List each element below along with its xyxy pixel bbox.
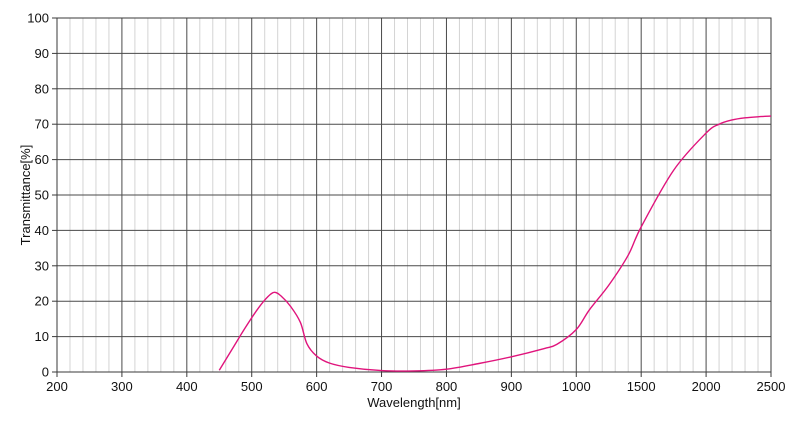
data-point <box>589 309 590 310</box>
x-axis-label: Wavelength[nm] <box>367 395 460 410</box>
data-point <box>744 117 745 118</box>
data-point <box>300 322 301 323</box>
y-axis-ticks: 0 10 20 30 40 50 60 70 80 90 100 <box>27 11 57 380</box>
y-tick-label: 90 <box>35 46 49 61</box>
x-axis-ticks: 200 300 400 500 600 700 800 900 1000 1500 2000 2500 <box>46 372 785 394</box>
major-grid <box>57 18 771 372</box>
x-tick-label: 400 <box>176 379 198 394</box>
x-tick-label: 800 <box>436 379 458 394</box>
data-point <box>446 369 447 370</box>
data-point <box>274 292 275 293</box>
x-tick-label: 600 <box>306 379 328 394</box>
data-point <box>628 255 629 256</box>
y-tick-label: 80 <box>35 81 49 96</box>
data-point <box>478 363 479 364</box>
data-point <box>770 115 771 116</box>
data-point <box>413 370 414 371</box>
data-point <box>280 295 281 296</box>
data-point <box>219 370 220 371</box>
data-point <box>705 132 706 133</box>
y-tick-label: 10 <box>35 329 49 344</box>
data-point <box>718 124 719 125</box>
x-tick-label: 700 <box>371 379 393 394</box>
y-tick-label: 60 <box>35 152 49 167</box>
x-tick-label: 500 <box>241 379 263 394</box>
x-tick-label: 1000 <box>562 379 591 394</box>
data-point <box>381 370 382 371</box>
data-point <box>232 348 233 349</box>
data-point <box>290 306 291 307</box>
data-point <box>673 170 674 171</box>
data-point <box>316 355 317 356</box>
series-line-0 <box>218 115 772 372</box>
data-point <box>329 363 330 364</box>
data-point <box>757 116 758 117</box>
data-point <box>258 308 259 309</box>
x-tick-label: 2000 <box>692 379 721 394</box>
data-point <box>608 285 609 286</box>
data-point <box>641 226 642 227</box>
x-tick-label: 200 <box>46 379 68 394</box>
x-tick-label: 1500 <box>627 379 656 394</box>
y-tick-label: 40 <box>35 223 49 238</box>
x-tick-label: 900 <box>501 379 523 394</box>
data-point <box>543 348 544 349</box>
data-point <box>267 296 268 297</box>
data-point <box>556 344 557 345</box>
y-tick-label: 30 <box>35 258 49 273</box>
y-tick-label: 20 <box>35 294 49 309</box>
series-layer <box>218 115 772 372</box>
y-tick-label: 50 <box>35 188 49 203</box>
data-point <box>511 356 512 357</box>
y-tick-label: 100 <box>27 11 49 26</box>
data-point <box>731 119 732 120</box>
x-tick-label: 2500 <box>757 379 786 394</box>
data-point <box>576 329 577 330</box>
data-point <box>348 367 349 368</box>
data-point <box>245 327 246 328</box>
y-axis-label: Transmittance[%] <box>18 145 33 246</box>
y-tick-label: 0 <box>42 365 49 380</box>
data-point <box>306 343 307 344</box>
y-tick-label: 70 <box>35 117 49 132</box>
x-tick-label: 300 <box>111 379 133 394</box>
